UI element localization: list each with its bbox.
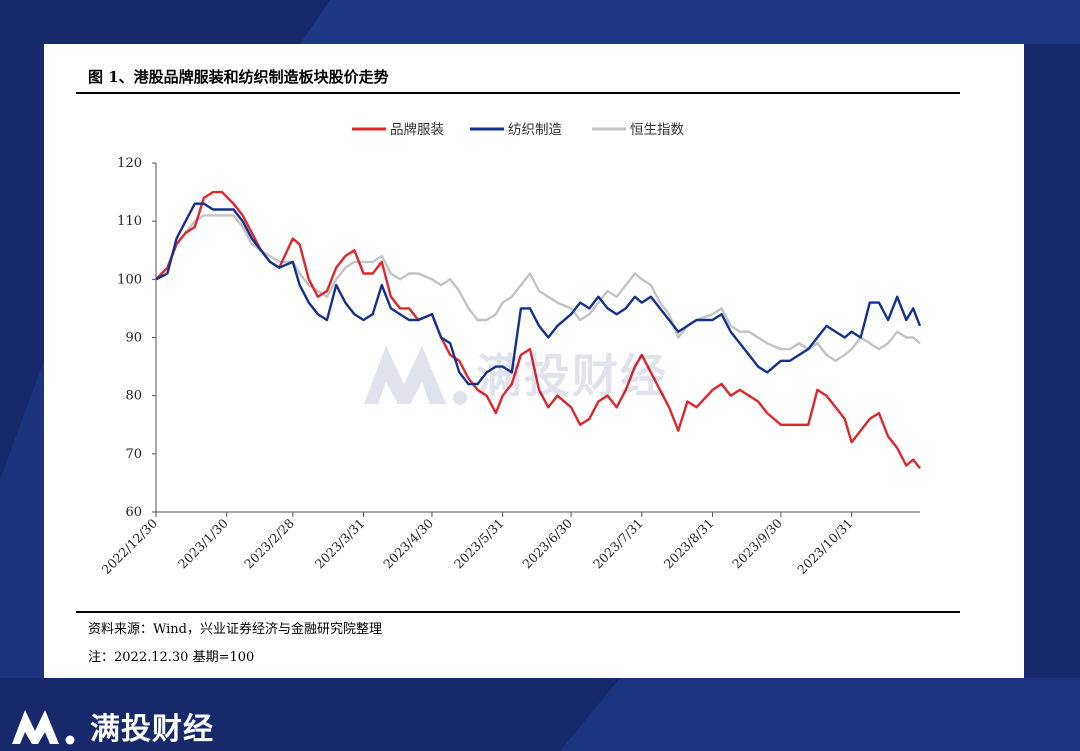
x-tick-label: 2023/10/31 <box>794 516 856 578</box>
y-tick-label: 80 <box>125 389 142 404</box>
x-tick-label: 2023/9/30 <box>729 515 785 571</box>
footer-rule <box>76 611 960 613</box>
y-tick-label: 100 <box>117 272 142 287</box>
y-tick-label: 70 <box>125 447 142 462</box>
bg-stripe-bottom <box>560 678 1080 751</box>
legend-label: 品牌服装 <box>390 121 444 138</box>
title-rule <box>76 92 960 94</box>
chart-title: 图 1、港股品牌服装和纺织制造板块股价走势 <box>88 68 389 86</box>
x-tick-label: 2023/7/31 <box>590 516 646 572</box>
x-tick-label: 2023/3/31 <box>312 516 368 572</box>
x-tick-label: 2023/8/31 <box>661 516 717 572</box>
y-tick-label: 110 <box>117 214 142 229</box>
x-tick-label: 2023/6/30 <box>519 515 575 571</box>
chart-card <box>44 44 1024 678</box>
x-tick-label: 2023/1/30 <box>175 515 231 571</box>
series-line-1 <box>155 202 922 386</box>
legend-label: 恒生指数 <box>630 122 684 138</box>
brand-name: 满投财经 <box>90 712 214 747</box>
chart-series <box>155 190 922 470</box>
x-tick-label: 2023/4/30 <box>380 515 436 571</box>
y-tick-label: 120 <box>117 156 142 171</box>
bg-stripe-left <box>0 360 44 678</box>
series-line-0 <box>155 190 921 470</box>
brand-bar: 满投财经 <box>10 706 214 747</box>
base-period-note: 注：2022.12.30 基期=100 <box>88 650 255 665</box>
legend-label: 纺织制造 <box>508 122 562 138</box>
x-tick-label: 2023/2/28 <box>241 515 297 571</box>
x-tick-label: 2023/5/31 <box>451 516 507 572</box>
mantou-logo-icon <box>12 710 75 745</box>
chart-legend: 品牌服装 纺织制造 恒生指数 <box>352 121 684 138</box>
x-tick-label: 2022/12/30 <box>99 515 161 577</box>
series-line-2 <box>155 214 921 362</box>
source-note: 资料来源：Wind，兴业证券经济与金融研究院整理 <box>88 622 382 637</box>
y-tick-label: 60 <box>125 505 142 520</box>
y-tick-label: 90 <box>125 331 142 346</box>
bg-stripe-top <box>300 0 1080 44</box>
